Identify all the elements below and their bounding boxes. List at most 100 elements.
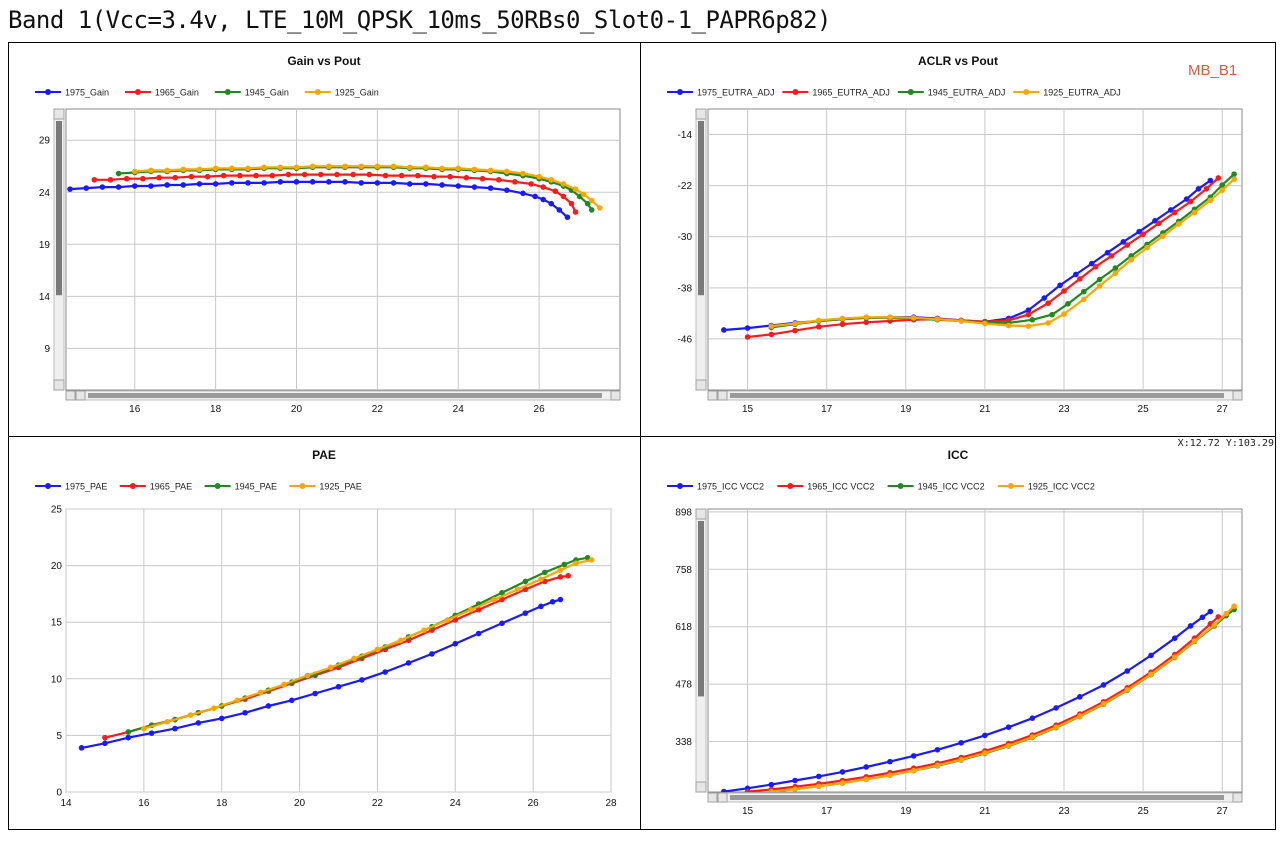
y-tick-label: 758 — [675, 565, 692, 576]
data-point — [334, 171, 340, 178]
data-point — [532, 193, 538, 200]
legend-entry-1945: 1945_EUTRA_ADJ — [897, 88, 1005, 98]
data-point — [309, 163, 316, 170]
data-point — [1207, 608, 1214, 615]
y-tick-label: -22 — [678, 181, 693, 192]
data-point — [792, 777, 798, 784]
data-point — [1025, 323, 1032, 329]
series-1925 — [768, 176, 1237, 329]
data-point — [257, 689, 264, 696]
data-point — [1077, 713, 1083, 719]
data-point — [423, 181, 429, 187]
series-1975 — [721, 608, 1214, 792]
icc-horizontal-scrollbar[interactable] — [707, 792, 1243, 803]
data-point — [1053, 724, 1059, 730]
data-point — [429, 651, 435, 657]
data-point — [397, 637, 404, 644]
data-point — [140, 175, 146, 182]
data-point — [1231, 176, 1237, 183]
data-point — [342, 163, 348, 170]
data-point — [768, 781, 775, 788]
data-point — [540, 196, 546, 203]
data-point — [1100, 682, 1107, 688]
data-point — [487, 167, 494, 174]
data-point — [281, 681, 287, 688]
series-1925 — [131, 163, 603, 211]
aclr-horizontal-scrollbar[interactable] — [707, 390, 1243, 401]
data-point — [245, 180, 251, 186]
data-point — [910, 753, 917, 759]
data-point — [565, 572, 571, 579]
data-point — [479, 175, 486, 182]
aclr-plot-area — [707, 108, 1243, 391]
data-point — [560, 181, 567, 187]
data-point — [572, 209, 579, 215]
x-tick-label: 18 — [216, 798, 228, 809]
data-point — [1140, 231, 1146, 237]
data-point — [1124, 687, 1131, 693]
data-point — [468, 606, 474, 613]
icc-vertical-scrollbar[interactable] — [695, 508, 707, 793]
data-point — [1088, 260, 1095, 267]
series-line-1965 — [747, 616, 1220, 792]
data-point — [491, 596, 498, 603]
data-point — [522, 610, 529, 616]
data-point — [792, 320, 798, 327]
data-point — [1061, 288, 1067, 294]
data-point — [572, 186, 579, 192]
data-point — [131, 168, 138, 175]
x-tick-label: 20 — [294, 798, 306, 809]
data-point — [288, 697, 295, 704]
gain-vertical-scrollbar[interactable] — [53, 108, 65, 391]
data-point — [212, 181, 219, 187]
data-point — [359, 677, 365, 683]
icc-chart-title: ICC — [948, 448, 969, 462]
data-point — [1171, 654, 1178, 660]
legend-entry-1925: 1925_PAE — [289, 482, 362, 492]
data-point — [721, 788, 727, 792]
data-point — [327, 664, 334, 671]
icc-chart: ICC 1975_ICC VCC2 1965_ICC VCC2 1945_ICC VC… — [641, 437, 1275, 829]
data-point — [1080, 296, 1087, 303]
data-point — [588, 557, 595, 563]
data-point — [265, 703, 272, 709]
data-point — [1148, 652, 1154, 659]
data-point — [195, 720, 202, 726]
y-tick-label: 618 — [675, 622, 692, 633]
icc-plot-area — [707, 508, 1243, 793]
legend-entry-1925: 1925_ICC VCC2 — [997, 482, 1095, 492]
data-point — [596, 205, 603, 211]
data-point — [839, 780, 846, 786]
data-point — [863, 314, 870, 320]
data-point — [1223, 610, 1229, 617]
data-point — [792, 786, 798, 792]
data-point — [148, 730, 155, 736]
data-point — [560, 193, 567, 200]
legend-entry-1965: 1965_PAE — [119, 482, 192, 492]
icc-chart-svg: ICC 1975_ICC VCC2 1965_ICC VCC2 1945_ICC VC… — [667, 448, 1243, 817]
mb-b1-label: MB_B1 — [1188, 62, 1238, 79]
x-tick-label: 17 — [821, 404, 833, 415]
data-point — [406, 164, 413, 171]
data-point — [115, 184, 122, 190]
x-tick-label: 23 — [1058, 404, 1070, 415]
data-point — [125, 729, 132, 735]
data-point — [557, 574, 564, 580]
y-tick-label: 338 — [675, 737, 692, 748]
pae-chart: PAE 1975_PAE 1965_PAE 1945_PAE 1925_PAE 14 16 1… — [9, 437, 639, 829]
aclr-vertical-scrollbar[interactable] — [695, 108, 707, 391]
series-1975 — [67, 179, 571, 221]
x-tick-label: 27 — [1217, 806, 1229, 817]
data-point — [475, 606, 482, 613]
data-point — [1100, 701, 1107, 707]
legend-entry-1925: 1925_Gain — [304, 88, 379, 98]
gain-horizontal-scrollbar[interactable] — [65, 390, 621, 401]
data-point — [1195, 186, 1202, 192]
legend-label-1965: 1965_ICC VCC2 — [807, 482, 874, 492]
data-point — [342, 179, 348, 185]
data-point — [839, 321, 846, 328]
data-point — [721, 327, 727, 333]
data-point — [548, 200, 555, 207]
data-point — [188, 173, 195, 180]
data-point — [415, 172, 421, 179]
